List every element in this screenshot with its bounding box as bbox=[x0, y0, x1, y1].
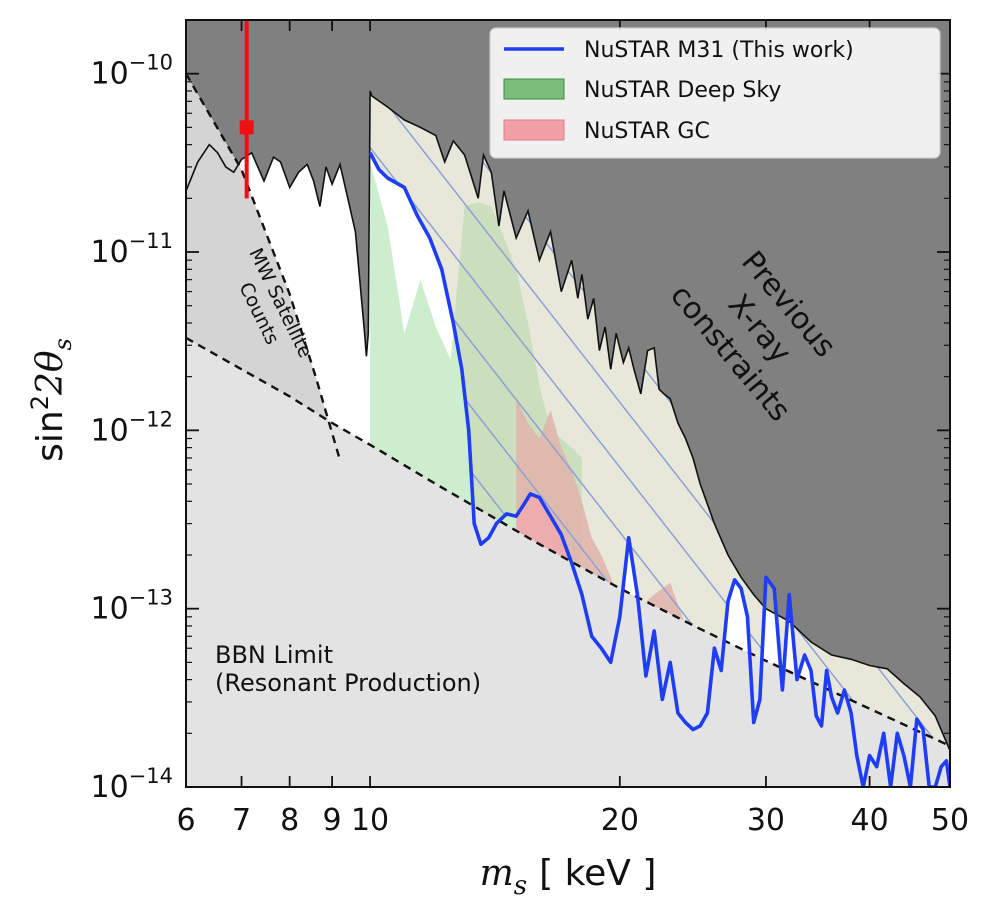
legend-swatch-gc bbox=[503, 119, 565, 141]
x-tick-label: 50 bbox=[931, 803, 969, 838]
y-tick-label: 10−12 bbox=[90, 407, 173, 448]
legend-label-m31: NuSTAR M31 (This work) bbox=[584, 38, 854, 63]
y-axis-label: sin22θs bbox=[26, 338, 77, 462]
y-label-prefix: sin bbox=[30, 410, 71, 462]
y-tick-label: 10−14 bbox=[90, 764, 173, 805]
legend: NuSTAR M31 (This work) NuSTAR Deep Sky N… bbox=[489, 27, 941, 159]
x-tick-label: 10 bbox=[351, 803, 389, 838]
signal-marker bbox=[239, 120, 254, 135]
x-tick-label: 7 bbox=[232, 803, 251, 838]
legend-label-gc: NuSTAR GC bbox=[584, 119, 710, 144]
y-label-mid: 2θ bbox=[30, 350, 71, 396]
legend-swatch-deep-sky bbox=[503, 78, 565, 100]
x-label-symbol: m bbox=[480, 853, 514, 894]
mw-satellite-line bbox=[186, 73, 342, 461]
x-label-unit: [ keV ] bbox=[539, 853, 656, 894]
x-axis-label: ms [ keV ] bbox=[480, 853, 657, 901]
x-tick-label: 20 bbox=[601, 803, 639, 838]
y-tick-label: 10−11 bbox=[90, 229, 173, 270]
bbn-region bbox=[186, 337, 950, 787]
x-tick-label: 40 bbox=[851, 803, 889, 838]
y-label-subscript: s bbox=[49, 338, 77, 350]
m31-line bbox=[368, 151, 950, 787]
bbn-limit-line bbox=[186, 336, 950, 747]
axis-ticks: 6 7 8 9 10 20 30 40 50 10−10 10−11 10−12 10−13 10−14 bbox=[90, 20, 969, 838]
x-tick-label: 9 bbox=[323, 803, 342, 838]
previous-xray-boundary bbox=[186, 90, 950, 751]
x-tick-label: 6 bbox=[176, 803, 195, 838]
legend-label-deep-sky: NuSTAR Deep Sky bbox=[584, 78, 781, 103]
m31-hatch bbox=[370, 91, 950, 787]
x-tick-label: 8 bbox=[280, 803, 299, 838]
plot-frame bbox=[185, 19, 951, 788]
y-label-power: 2 bbox=[26, 395, 54, 410]
y-tick-label: 10−13 bbox=[90, 586, 173, 627]
x-label-subscript: s bbox=[514, 871, 527, 901]
x-tick-label: 30 bbox=[747, 803, 785, 838]
bbn-text-2: (Resonant Production) bbox=[215, 669, 481, 697]
legend-box bbox=[489, 27, 941, 159]
bbn-text-1: BBN Limit bbox=[215, 641, 333, 669]
y-tick-label: 10−10 bbox=[90, 51, 173, 92]
